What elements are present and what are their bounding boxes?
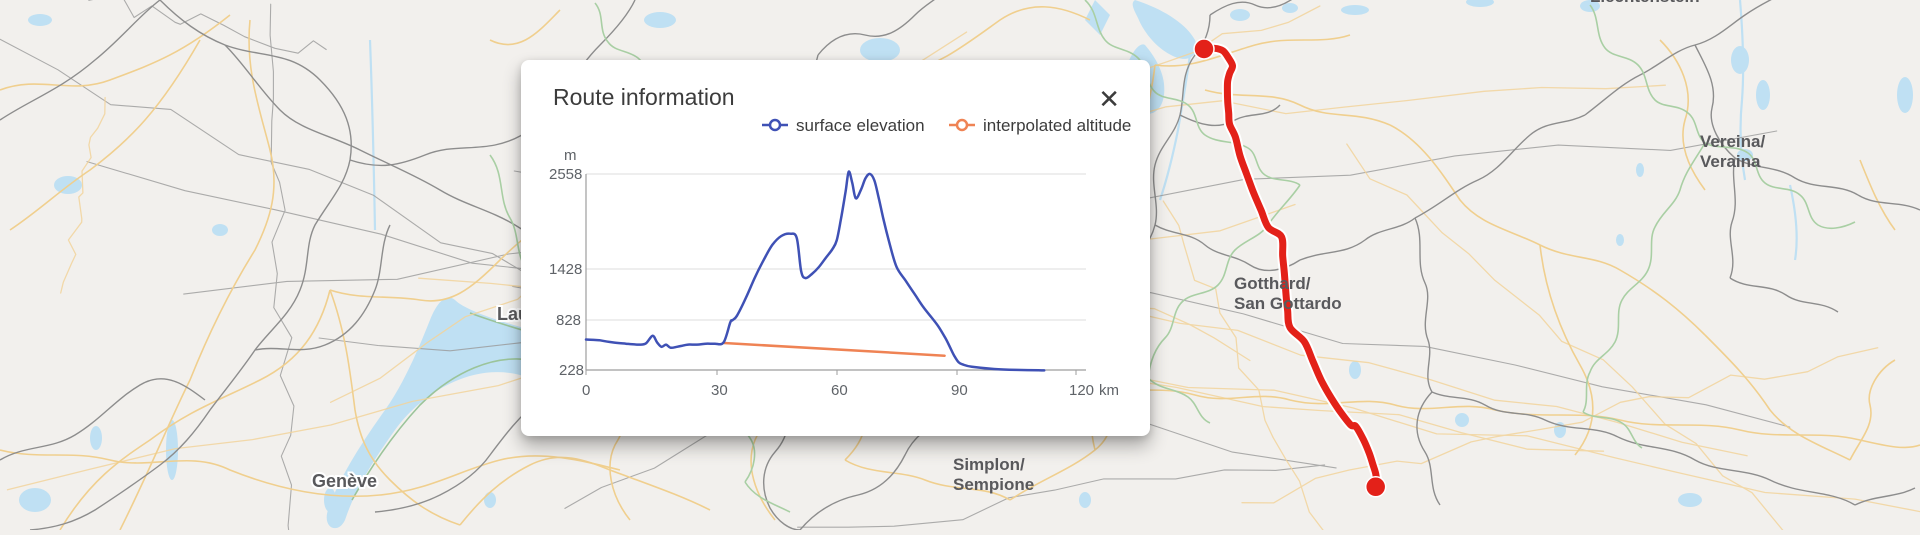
svg-text:Gotthard/: Gotthard/ <box>1234 274 1311 293</box>
svg-text:Genève: Genève <box>312 471 377 491</box>
svg-text:San Gottardo: San Gottardo <box>1234 294 1342 313</box>
svg-text:Liechtenstein: Liechtenstein <box>1590 0 1700 6</box>
svg-text:90: 90 <box>951 382 968 399</box>
svg-text:interpolated altitude: interpolated altitude <box>983 116 1131 135</box>
svg-text:30: 30 <box>711 382 728 399</box>
svg-text:2558: 2558 <box>549 166 582 183</box>
svg-text:Veraina: Veraina <box>1700 152 1761 171</box>
svg-text:120: 120 <box>1069 382 1094 399</box>
svg-text:Simplon/: Simplon/ <box>953 455 1025 474</box>
svg-text:0: 0 <box>582 382 590 399</box>
svg-text:surface elevation: surface elevation <box>796 116 925 135</box>
svg-text:m: m <box>564 147 577 164</box>
svg-text:1428: 1428 <box>549 261 582 278</box>
svg-text:Vereina/: Vereina/ <box>1700 132 1765 151</box>
svg-text:km: km <box>1099 382 1119 399</box>
svg-text:Sempione: Sempione <box>953 475 1034 494</box>
svg-text:228: 228 <box>559 362 584 379</box>
svg-text:828: 828 <box>556 312 581 329</box>
svg-text:60: 60 <box>831 382 848 399</box>
